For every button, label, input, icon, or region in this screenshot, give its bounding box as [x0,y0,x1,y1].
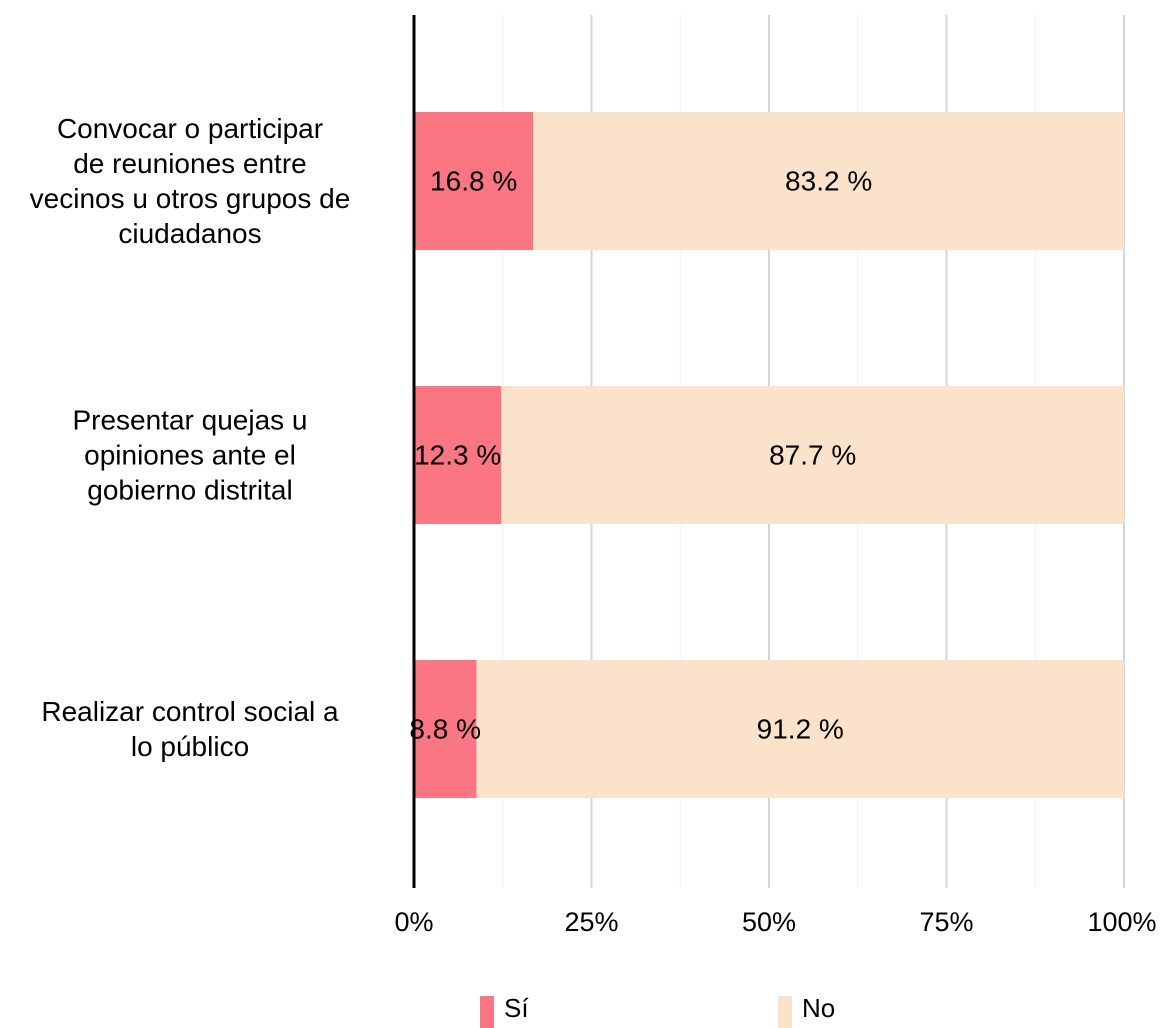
category-label: de reuniones entre [73,148,307,179]
category-labels: Convocar o participar de reuniones entre v… [30,113,351,762]
bar-segment-si [414,112,534,250]
data-label: 83.2 % [785,166,872,197]
category-label: Presentar quejas u [72,405,307,436]
bar-segment-si [414,660,477,798]
legend-label: No [802,993,835,1023]
category-label: gobierno distrital [87,475,292,506]
category-label: Realizar control social a [41,696,339,727]
bar-segment-si [414,386,502,524]
x-tick-label: 75% [919,907,973,937]
category-label: vecinos u otros grupos de [30,183,351,214]
legend-label: Sí [504,993,529,1023]
bar-segment-no [501,386,1125,524]
bar-segment-no [533,112,1124,250]
x-tick-label: 50% [742,907,796,937]
category-label: ciudadanos [118,218,261,249]
category-label: Convocar o participar [57,113,323,144]
legend-swatch [480,996,494,1028]
legend-swatch [778,996,792,1028]
data-label: 16.8 % [430,166,517,197]
x-tick-labels: 0% 25% 50% 75% 100% [394,907,1156,937]
category-label: opiniones ante el [84,440,296,471]
data-label: 12.3 % [414,440,501,471]
legend: Sí No [480,993,835,1028]
category-label: lo público [131,731,249,762]
x-tick-label: 0% [394,907,433,937]
data-label: 8.8 % [409,714,481,745]
bars [414,112,1125,798]
x-tick-label: 25% [564,907,618,937]
data-label: 87.7 % [769,440,856,471]
x-tick-label: 100% [1087,907,1156,937]
data-labels: 16.8 % 83.2 % 12.3 % 87.7 % 8.8 % 91.2 % [409,166,872,745]
data-label: 91.2 % [757,714,844,745]
bar-segment-no [476,660,1125,798]
